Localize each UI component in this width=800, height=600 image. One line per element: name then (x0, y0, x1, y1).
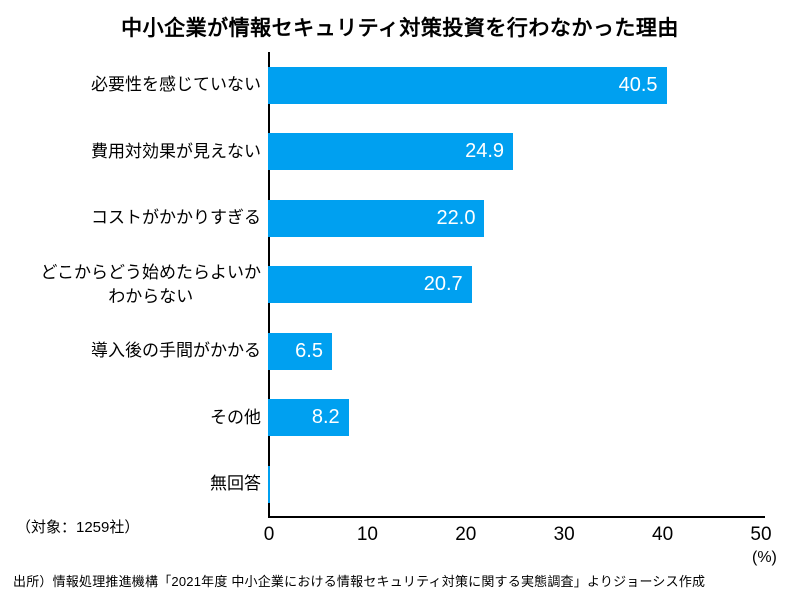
chart-row: 導入後の手間がかかる 6.5 (0, 318, 800, 385)
x-axis-tick-label: 10 (356, 524, 378, 545)
bar-value-label: 22.0 (436, 206, 476, 229)
category-label: 無回答 (0, 451, 268, 518)
source-attribution: 出所）情報処理推進機構「2021年度 中小企業における情報セキュリティ対策に関す… (13, 574, 706, 589)
chart-row: 無回答 (0, 451, 800, 518)
category-label-text: その他 (210, 407, 261, 427)
chart-row: コストがかかりすぎる 22.0 (0, 185, 800, 252)
category-label: その他 (0, 385, 268, 452)
x-axis-line (268, 516, 765, 518)
category-label-text: 必要性を感じていない (91, 75, 261, 95)
chart-row: その他 8.2 (0, 385, 800, 452)
category-label: 必要性を感じていない (0, 52, 268, 119)
category-label: どこからどう始めたらよいか わからない (0, 252, 268, 319)
bar-value-label: 8.2 (311, 406, 340, 429)
category-label: コストがかかりすぎる (0, 185, 268, 252)
category-label: 導入後の手間がかかる (0, 318, 268, 385)
bar-value-label: 40.5 (618, 73, 658, 96)
x-axis-unit-label: (%) (752, 549, 777, 566)
x-axis-tick-labels: 0 10 20 30 40 50 (264, 524, 772, 548)
bar-track: 20.7 (268, 266, 760, 304)
x-axis-tick-label: 40 (652, 524, 674, 545)
sample-size-note: （対象：1259社） (16, 519, 140, 536)
bar (268, 465, 270, 503)
category-label-text: 費用対効果が見えない (91, 141, 261, 161)
category-label-text: 導入後の手間がかかる (91, 341, 261, 361)
chart-row: どこからどう始めたらよいか わからない 20.7 (0, 252, 800, 319)
bar: 40.5 (268, 66, 667, 104)
x-axis-tick-label: 50 (750, 524, 772, 545)
bar: 20.7 (268, 266, 472, 304)
x-axis-tick-label: 20 (455, 524, 477, 545)
category-label-text: コストがかかりすぎる (91, 208, 261, 228)
chart-row: 必要性を感じていない 40.5 (0, 52, 800, 119)
category-label: 費用対効果が見えない (0, 119, 268, 186)
chart-rows: 必要性を感じていない 40.5 費用対効果が見えない 24.9 コストがかかりすぎる 22… (0, 52, 800, 518)
x-axis-tick-label: 0 (263, 524, 275, 545)
bar-track: 22.0 (268, 199, 760, 237)
bar: 24.9 (268, 133, 514, 171)
category-label-text: どこからどう始めたらよいか わからない (40, 262, 262, 306)
bar-chart: 必要性を感じていない 40.5 費用対効果が見えない 24.9 コストがかかりすぎる 22… (0, 52, 800, 518)
bar-value-label: 6.5 (295, 339, 323, 362)
bar-track: 40.5 (268, 66, 760, 104)
chart-title: 中小企業が情報セキュリティ対策投資を行わなかった理由 (121, 17, 679, 40)
bar-value-label: 24.9 (465, 140, 505, 163)
bar-track: 24.9 (268, 133, 760, 171)
bar: 22.0 (268, 199, 485, 237)
bar: 8.2 (268, 399, 349, 437)
category-label-text: 無回答 (210, 474, 261, 494)
bar-value-label: 20.7 (423, 273, 463, 296)
bar-track: 8.2 (268, 399, 760, 437)
bar-track: 6.5 (268, 332, 760, 370)
bar-track (268, 465, 760, 503)
chart-row: 費用対効果が見えない 24.9 (0, 119, 800, 186)
x-axis-tick-label: 30 (553, 524, 575, 545)
bar: 6.5 (268, 332, 332, 370)
